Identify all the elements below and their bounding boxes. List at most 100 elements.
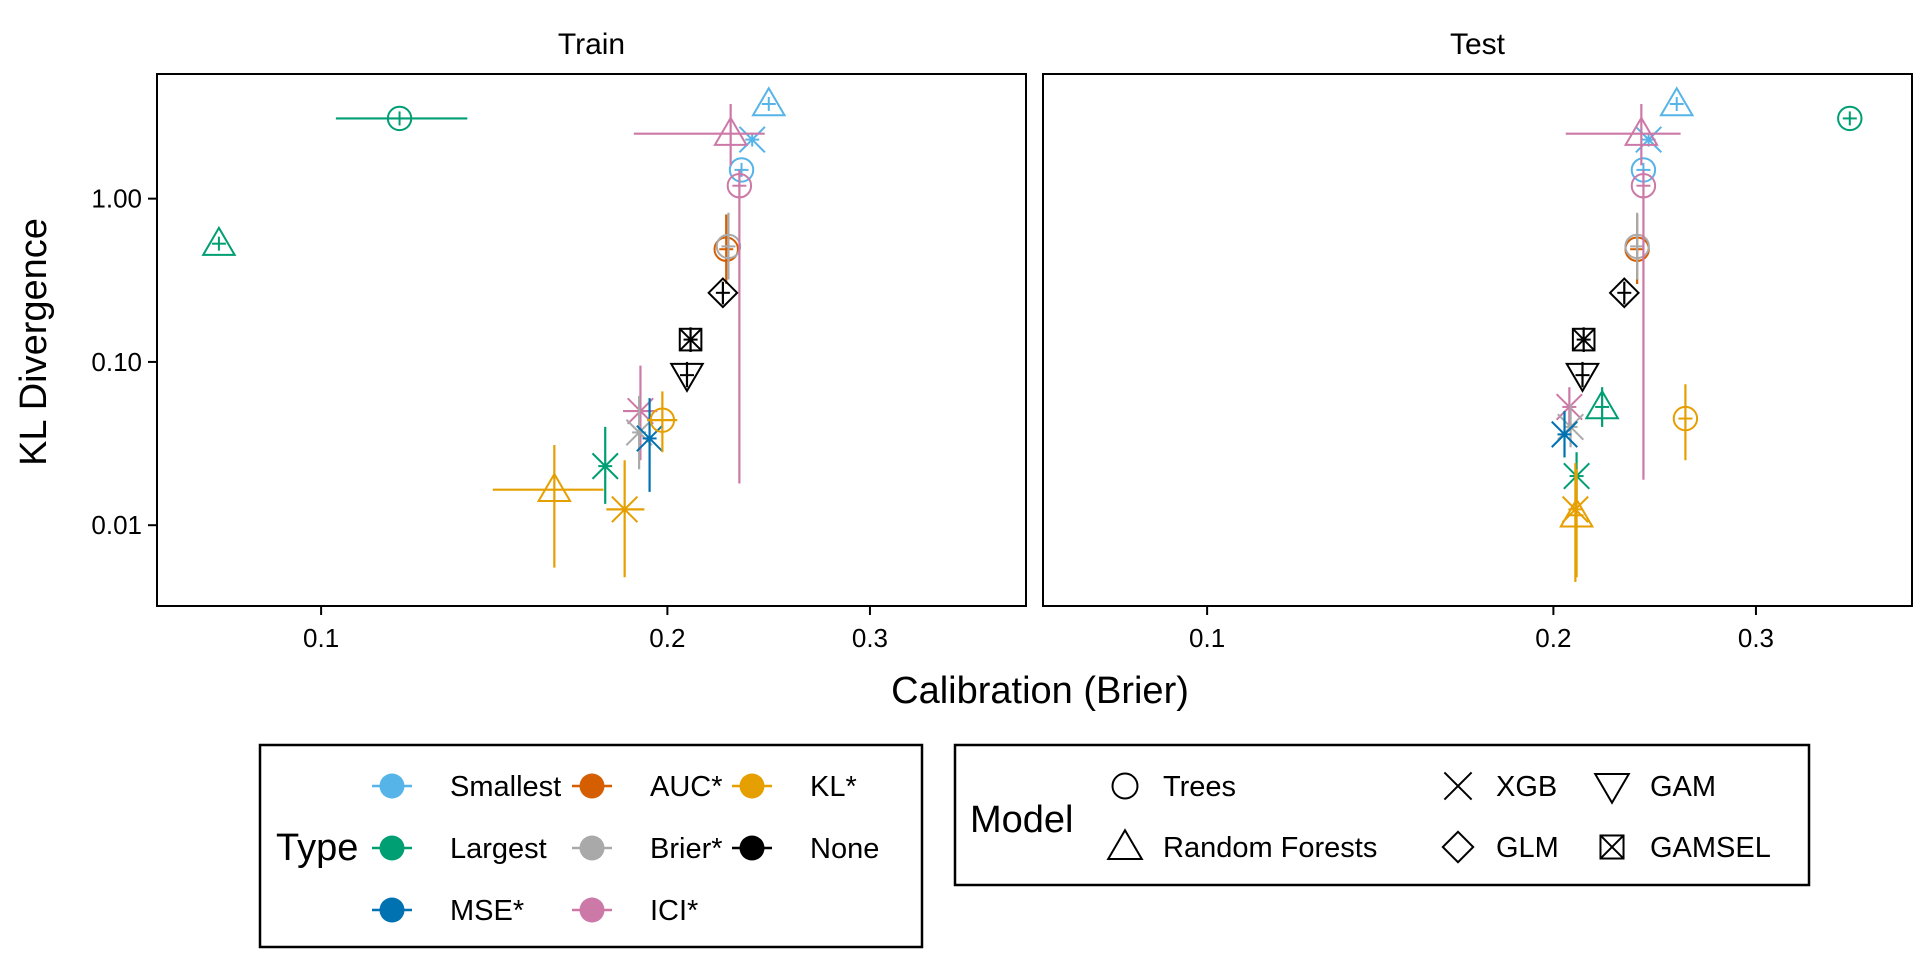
panel-test: Test 0.1 0.2 0.3 <box>1042 28 1913 653</box>
legend-item-label: Smallest <box>450 771 561 803</box>
diamond-marker <box>1608 277 1640 309</box>
legend-item-largest: Largest <box>372 833 547 865</box>
point-mse-opt-xgb <box>1551 411 1578 458</box>
triangle-marker <box>1659 86 1695 117</box>
x-marker <box>611 495 639 523</box>
legend-item-label: AUC* <box>650 771 723 803</box>
legend-item-label: Random Forests <box>1163 832 1377 864</box>
point-ici-opt-random-forests <box>633 103 765 166</box>
x-marker <box>1561 495 1589 523</box>
point-brier-opt-trees <box>1624 212 1650 280</box>
legend-item-xgb: XGB <box>1443 771 1557 803</box>
circle-marker <box>1837 105 1863 132</box>
legend-item-label: GAMSEL <box>1650 832 1771 864</box>
boxed-x-marker <box>678 327 703 352</box>
legend-type-frame <box>258 743 924 949</box>
legend-key-dot <box>739 773 765 799</box>
legend-item-label: MSE* <box>450 895 524 927</box>
x-tick-label: 0.3 <box>852 623 888 653</box>
x-marker <box>1635 126 1663 154</box>
point-none-glm <box>1608 277 1640 309</box>
triangle-marker <box>201 225 237 256</box>
point-kl-opt-xgb <box>606 460 645 578</box>
legend-type-title: Type <box>276 827 358 869</box>
circle-icon <box>1111 772 1139 800</box>
point-largest-random-forests <box>201 225 237 256</box>
triangle-marker <box>1623 115 1659 146</box>
point-kl-opt-trees <box>646 391 678 453</box>
legend-item-none: None <box>732 833 879 865</box>
diamond-icon <box>1441 830 1475 864</box>
panel-train: Train 0.1 0.2 0.3 0.01 0.10 1.00 <box>91 28 1027 653</box>
legend-item-label: Largest <box>450 833 547 865</box>
legend-item-gamsel: GAMSEL <box>1599 832 1771 864</box>
x-axis-title: Calibration (Brier) <box>891 670 1189 712</box>
triangle-marker <box>536 471 572 502</box>
point-brier-opt-xgb <box>625 395 653 470</box>
point-largest-trees <box>335 105 468 132</box>
legend-item-label: KL* <box>810 771 857 803</box>
boxed-x-marker <box>1571 327 1596 352</box>
point-largest-trees <box>1837 105 1863 132</box>
legend-item-mse-opt: MSE* <box>372 895 524 927</box>
circle-marker <box>1630 173 1657 199</box>
point-none-gam <box>1565 361 1600 393</box>
panel-frame <box>1042 73 1913 607</box>
legend-model-frame <box>953 743 1811 887</box>
circle-marker <box>649 407 676 433</box>
x-marker <box>1555 393 1583 421</box>
legend-key-dot <box>379 835 405 861</box>
legend-item-ici-opt: ICI* <box>572 895 698 927</box>
point-largest-random-forests <box>1584 387 1620 427</box>
y-tick-label: 1.00 <box>91 184 142 214</box>
point-none-gamsel <box>678 327 703 353</box>
point-none-gam <box>669 361 705 393</box>
legend-item-label: Brier* <box>650 833 723 865</box>
y-tick-label: 0.10 <box>91 347 142 377</box>
point-smallest-random-forests <box>1659 86 1695 117</box>
y-axis-title: KL Divergence <box>13 218 55 466</box>
point-smallest-xgb <box>738 126 766 154</box>
panel-title: Test <box>1450 28 1506 61</box>
legend-item-label: None <box>810 833 879 865</box>
legend-key-dot <box>379 773 405 799</box>
point-ici-opt-random-forests <box>1565 103 1681 166</box>
legend-key-dot <box>579 773 605 799</box>
point-smallest-random-forests <box>751 86 787 117</box>
panel-title: Train <box>558 28 625 61</box>
point-kl-opt-xgb <box>1561 463 1589 582</box>
x-marker <box>591 452 619 480</box>
legend-type: Type Smallest Largest MSE* AUC* Brier* ICI* KL*… <box>258 743 924 949</box>
point-auc-opt-trees <box>713 214 739 285</box>
x-marker <box>636 424 664 452</box>
panel-frame <box>156 73 1027 607</box>
legend-key-dot <box>579 835 605 861</box>
point-mse-opt-xgb <box>636 398 664 492</box>
point-ici-opt-trees <box>1630 169 1657 480</box>
circle-marker <box>728 157 755 183</box>
x-tick-label: 0.2 <box>649 623 685 653</box>
circle-marker <box>1672 405 1699 432</box>
chart-panels: Train 0.1 0.2 0.3 0.01 0.10 1.00 Test 0.1 0.2 0.3 <box>91 28 1913 653</box>
triangle-marker <box>713 115 749 146</box>
legend-item-glm: GLM <box>1441 830 1559 864</box>
legend-item-trees: Trees <box>1111 771 1236 803</box>
point-ici-opt-xgb <box>1555 387 1583 427</box>
legend-model: Model Trees Random Forests XGB GLM GAM GAMSEL <box>953 743 1811 887</box>
point-ici-opt-trees <box>726 169 753 484</box>
point-smallest-trees <box>728 157 755 183</box>
legend-item-auc-opt: AUC* <box>572 771 723 803</box>
legend-item-label: ICI* <box>650 895 698 927</box>
legend-key-dot <box>579 897 605 923</box>
circle-marker <box>386 105 413 132</box>
x-icon <box>1443 771 1473 801</box>
legend-key-dot <box>379 897 405 923</box>
legend-item-label: XGB <box>1496 771 1557 803</box>
legend-item-kl-opt: KL* <box>732 771 857 803</box>
x-tick-label: 0.2 <box>1535 623 1571 653</box>
y-tick-label: 0.01 <box>91 510 142 540</box>
triangle-marker <box>1559 497 1595 528</box>
circle-marker <box>713 236 739 262</box>
legend-item-label: GLM <box>1496 832 1559 864</box>
